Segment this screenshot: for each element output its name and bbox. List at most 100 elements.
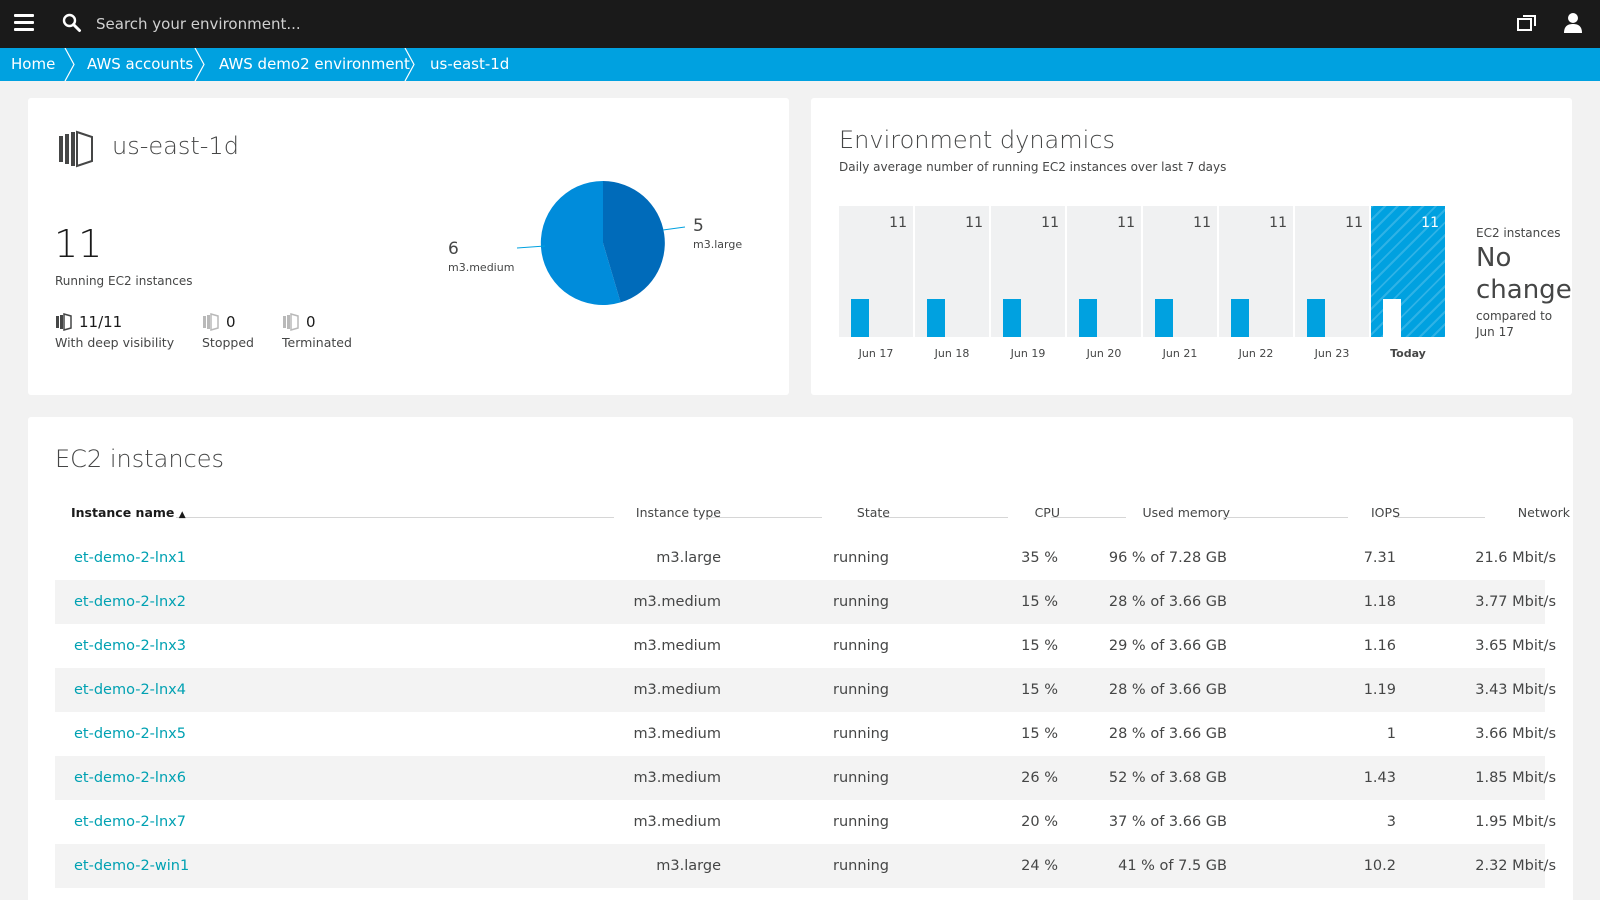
column-header-cpu[interactable]: CPU <box>1034 505 1060 520</box>
ec2-title: EC2 instances <box>55 445 224 473</box>
pie-slice-m3-large[interactable] <box>603 181 665 303</box>
instance-name-link[interactable]: et-demo-2-lnx5 <box>74 726 186 742</box>
windows-icon[interactable] <box>1516 12 1538 34</box>
bar-fill <box>1003 299 1021 337</box>
bar-date: Jun 19 <box>1010 347 1046 360</box>
iops-cell: 1.16 <box>1363 638 1396 654</box>
memory-cell: 29 % of 3.66 GB <box>1108 638 1227 654</box>
column-header-iops[interactable]: IOPS <box>1371 505 1400 520</box>
table-row[interactable]: et-demo-2-lnx1 m3.large running 35 % 96 … <box>55 536 1556 580</box>
table-row[interactable]: et-demo-2-lnx7 m3.medium running 20 % 37… <box>55 800 1556 844</box>
bar-value: 11 <box>1041 215 1059 231</box>
dynamics-subtitle: Daily average number of running EC2 inst… <box>839 160 1227 174</box>
memory-cell: 41 % of 7.5 GB <box>1118 858 1227 874</box>
breadcrumb: Home AWS accounts AWS demo2 environment … <box>0 48 1600 81</box>
region-card: us-east-1d 11 Running EC2 instances 11/1… <box>28 98 789 395</box>
pie-slice-m3-medium[interactable] <box>540 180 621 305</box>
availability-zone-icon <box>59 130 93 168</box>
running-count: 11 <box>54 222 103 266</box>
state-cell: running <box>833 726 889 742</box>
day-bar[interactable]: 11 <box>1143 206 1217 337</box>
running-label: Running EC2 instances <box>55 274 193 288</box>
instance-name-link[interactable]: et-demo-2-lnx3 <box>74 638 186 654</box>
breadcrumb-aws-demo2[interactable]: AWS demo2 environment <box>219 55 410 73</box>
cpu-cell: 24 % <box>1021 858 1058 874</box>
table-row[interactable]: et-demo-2-lnx2 m3.medium running 15 % 28… <box>55 580 1556 624</box>
instance-name-link[interactable]: et-demo-2-lnx1 <box>74 550 186 566</box>
breadcrumb-home[interactable]: Home <box>11 55 56 73</box>
column-header-instance-name[interactable]: Instance name ▲ <box>71 505 186 531</box>
column-header-instance-type[interactable]: Instance type <box>635 505 721 520</box>
user-icon[interactable] <box>1563 12 1583 34</box>
memory-cell: 52 % of 3.68 GB <box>1108 770 1227 786</box>
day-bar[interactable]: 11 <box>915 206 989 337</box>
day-bar[interactable]: 11 <box>1067 206 1141 337</box>
bar-date: Jun 22 <box>1238 347 1274 360</box>
bar-date: Jun 23 <box>1314 347 1350 360</box>
pie-label-large-name: m3.large <box>693 238 743 251</box>
search-input[interactable] <box>96 10 696 38</box>
network-cell: 2.32 Mbit/s <box>1475 858 1556 874</box>
instance-type-pie-chart <box>540 180 665 305</box>
menu-icon[interactable] <box>14 14 34 34</box>
instance-type-cell: m3.medium <box>633 594 721 610</box>
column-header-state[interactable]: State <box>856 505 890 520</box>
instance-name-link[interactable]: et-demo-2-lnx7 <box>74 814 186 830</box>
instance-type-cell: m3.medium <box>633 770 721 786</box>
bar-date-today: Today <box>1390 347 1426 360</box>
bar-fill <box>1231 299 1249 337</box>
iops-cell: 1.18 <box>1363 594 1396 610</box>
cpu-cell: 15 % <box>1021 594 1058 610</box>
bar-date: Jun 21 <box>1162 347 1198 360</box>
stat-deep-visibility: 11/11 With deep visibility <box>55 312 174 350</box>
network-cell: 21.6 Mbit/s <box>1475 550 1556 566</box>
table-row[interactable]: et-demo-2-lnx3 m3.medium running 15 % 29… <box>55 624 1556 668</box>
bar-value: 11 <box>1193 215 1211 231</box>
table-row[interactable]: et-demo-2-win1 m3.large running 24 % 41 … <box>55 844 1556 888</box>
table-row[interactable]: et-demo-2-lnx4 m3.medium running 15 % 28… <box>55 668 1556 712</box>
table-row[interactable]: et-demo-2-lnx6 m3.medium running 26 % 52… <box>55 756 1556 800</box>
search-icon[interactable] <box>62 13 82 33</box>
iops-cell: 7.31 <box>1363 550 1396 566</box>
state-cell: running <box>833 594 889 610</box>
network-cell: 3.65 Mbit/s <box>1475 638 1556 654</box>
bar-fill <box>1079 299 1097 337</box>
top-bar <box>0 0 1600 48</box>
day-bar[interactable]: 11 <box>1295 206 1369 337</box>
pie-leader-line-right <box>662 226 686 231</box>
breadcrumb-aws-accounts[interactable]: AWS accounts <box>87 55 194 73</box>
day-bar-today[interactable]: 11 <box>1371 206 1445 337</box>
instance-name-link[interactable]: et-demo-2-lnx4 <box>74 682 186 698</box>
instance-name-link[interactable]: et-demo-2-win1 <box>74 858 190 874</box>
column-header-used-memory[interactable]: Used memory <box>1142 505 1231 520</box>
cpu-cell: 15 % <box>1021 726 1058 742</box>
pie-label-large-value: 5 <box>693 216 704 236</box>
table-row[interactable]: et-demo-2-lnx5 m3.medium running 15 % 28… <box>55 712 1556 756</box>
bar-date: Jun 20 <box>1086 347 1122 360</box>
state-cell: running <box>833 858 889 874</box>
dynamics-title: Environment dynamics <box>839 126 1115 154</box>
bar-fill <box>1307 299 1325 337</box>
instance-type-cell: m3.medium <box>633 638 721 654</box>
bar-value: 11 <box>1345 215 1363 231</box>
environment-dynamics-card: Environment dynamics Daily average numbe… <box>811 98 1572 395</box>
stat-label: Terminated <box>282 335 352 350</box>
memory-cell: 96 % of 7.28 GB <box>1108 550 1227 566</box>
state-cell: running <box>833 550 889 566</box>
bar-fill <box>1155 299 1173 337</box>
chevron-right-icon <box>64 48 75 81</box>
instance-type-cell: m3.medium <box>633 726 721 742</box>
day-bar[interactable]: 11 <box>1219 206 1293 337</box>
ec2-instances-card: EC2 instances Instance name ▲ Instance t… <box>28 417 1573 900</box>
column-header-network[interactable]: Network <box>1517 505 1570 520</box>
instance-name-link[interactable]: et-demo-2-lnx6 <box>74 770 186 786</box>
instance-name-link[interactable]: et-demo-2-lnx2 <box>74 594 186 610</box>
region-title: us-east-1d <box>112 132 239 160</box>
instance-type-cell: m3.medium <box>633 814 721 830</box>
instance-type-cell: m3.medium <box>633 682 721 698</box>
day-bar[interactable]: 11 <box>839 206 913 337</box>
chevron-right-icon <box>404 48 415 81</box>
day-bar[interactable]: 11 <box>991 206 1065 337</box>
memory-cell: 28 % of 3.66 GB <box>1108 682 1227 698</box>
instance-stopped-icon <box>203 313 219 331</box>
